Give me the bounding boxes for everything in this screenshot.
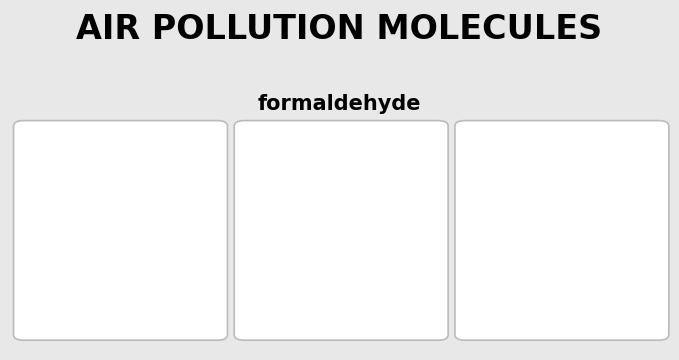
Circle shape — [301, 184, 381, 269]
Circle shape — [316, 196, 349, 232]
Circle shape — [535, 202, 592, 263]
Circle shape — [280, 233, 344, 303]
Text: AIR POLLUTION MOLECULES: AIR POLLUTION MOLECULES — [77, 13, 602, 46]
Text: C: C — [115, 234, 126, 252]
Circle shape — [338, 233, 402, 303]
Circle shape — [543, 208, 568, 235]
Text: H: H — [604, 282, 616, 296]
Circle shape — [548, 166, 566, 186]
Circle shape — [346, 240, 375, 271]
Circle shape — [495, 269, 534, 311]
Circle shape — [598, 274, 614, 292]
Circle shape — [308, 140, 375, 213]
Circle shape — [311, 144, 375, 213]
Circle shape — [289, 240, 317, 271]
Circle shape — [276, 229, 344, 302]
Text: O: O — [114, 175, 127, 193]
Circle shape — [542, 161, 584, 207]
Text: O: O — [556, 175, 568, 189]
Circle shape — [532, 198, 592, 263]
Circle shape — [493, 267, 534, 311]
Circle shape — [590, 267, 631, 311]
Circle shape — [103, 224, 138, 262]
Circle shape — [335, 229, 402, 302]
Text: H: H — [176, 234, 189, 252]
Text: C: C — [557, 224, 567, 237]
Text: H: H — [508, 282, 519, 296]
Circle shape — [320, 150, 348, 181]
Text: H: H — [52, 234, 65, 252]
Circle shape — [306, 188, 381, 269]
Circle shape — [592, 269, 631, 311]
Text: formaldehyde: formaldehyde — [258, 94, 421, 114]
Circle shape — [103, 166, 138, 203]
Circle shape — [165, 224, 200, 262]
Circle shape — [540, 158, 584, 206]
Circle shape — [41, 224, 76, 262]
Circle shape — [500, 274, 517, 292]
